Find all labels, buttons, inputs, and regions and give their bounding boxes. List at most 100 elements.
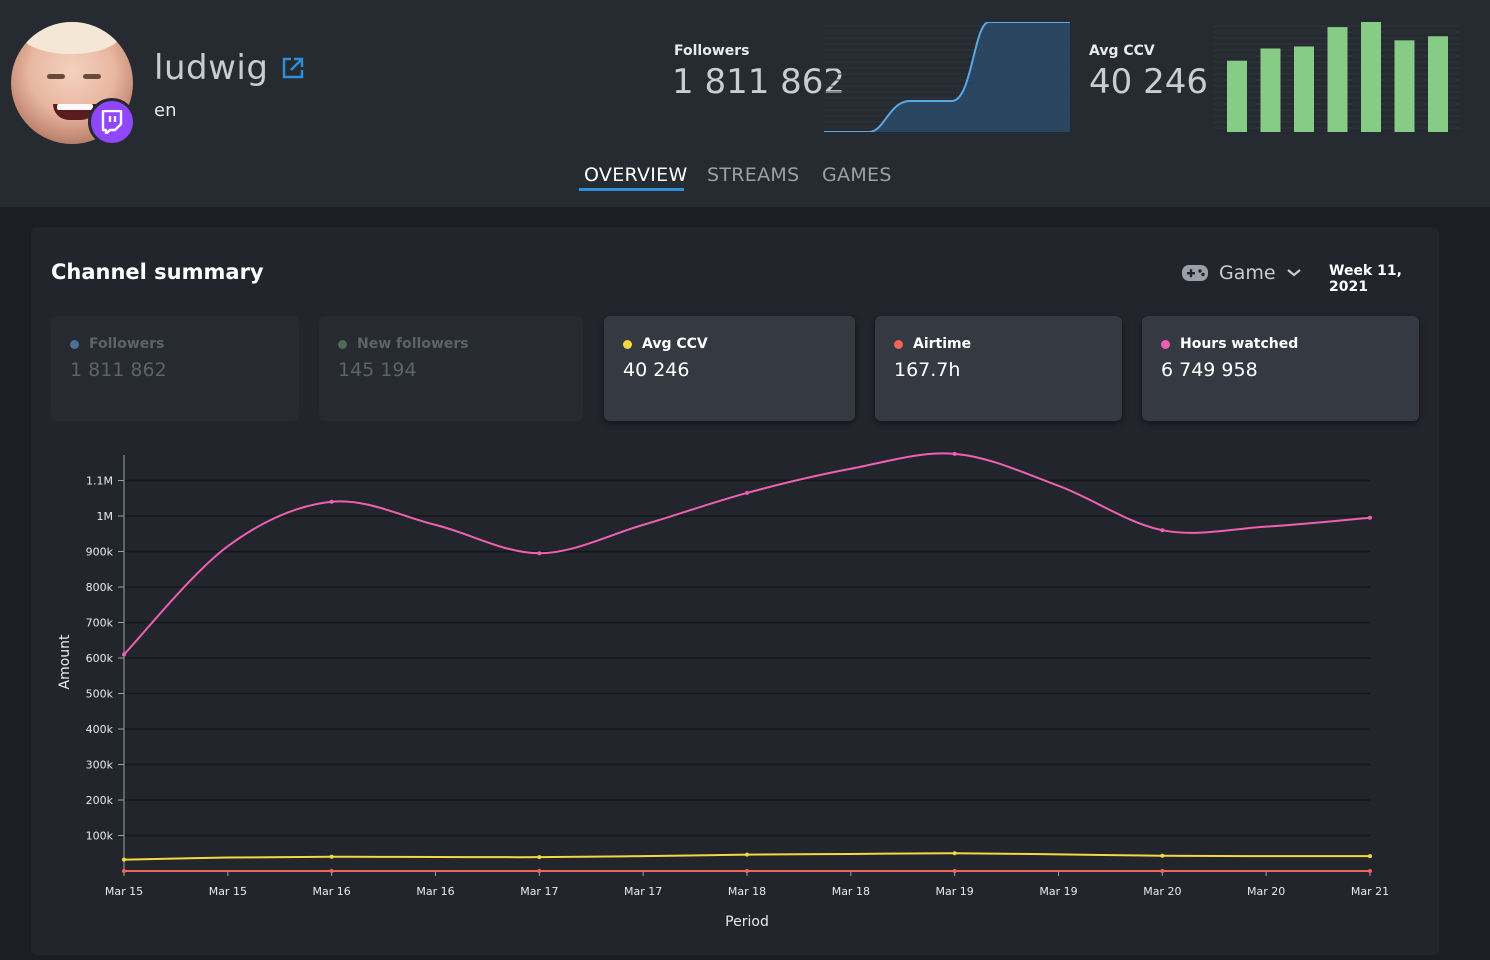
y-tick-label: 700k [86,617,114,630]
metric-card-hours-watched[interactable]: Hours watched 6 749 958 [1142,316,1419,421]
data-point[interactable] [537,855,542,860]
x-tick-label: Mar 20 [1143,885,1181,898]
data-point[interactable] [329,499,334,504]
twitch-icon [88,98,136,146]
data-point[interactable] [952,869,957,873]
x-tick-label: Mar 15 [105,885,143,898]
metric-value: 145 194 [338,359,417,381]
data-point[interactable] [745,490,749,495]
y-tick-label: 600k [86,652,114,665]
metric-label: Airtime [913,336,972,352]
y-tick-label: 1M [97,510,114,523]
x-tick-label: Mar 19 [936,885,974,898]
x-tick-label: Mar 16 [313,885,351,898]
x-tick-label: Mar 17 [520,885,558,898]
data-point[interactable] [1160,853,1165,858]
channel-language: en [154,100,177,121]
x-tick-label: Mar 15 [209,885,247,898]
x-tick-label: Mar 19 [1039,885,1077,898]
data-point[interactable] [952,451,957,456]
x-tick-label: Mar 18 [728,885,766,898]
data-point[interactable] [1160,869,1165,873]
x-tick-label: Mar 16 [416,885,454,898]
avg-ccv-bar [1260,48,1281,132]
x-tick-label: Mar 18 [832,885,870,898]
data-point[interactable] [1368,854,1372,859]
game-select[interactable]: Game [1181,259,1302,287]
avg-ccv-bar-sparkline [1214,22,1460,132]
data-point[interactable] [122,857,126,862]
metric-color-dot [894,340,903,349]
avg-ccv-bar [1327,27,1348,132]
metric-value: 167.7h [894,359,961,381]
y-tick-label: 800k [86,581,114,594]
followers-stat-label: Followers [674,43,750,59]
channel-name: ludwig [154,48,269,88]
metric-card-avg-ccv[interactable]: Avg CCV 40 246 [604,316,855,421]
game-select-label: Game [1219,262,1276,284]
y-tick-label: 100k [86,830,114,843]
data-point[interactable] [122,652,126,657]
channel-summary-panel: Channel summary Game Week 11, 2021 Follo… [31,227,1439,955]
data-point[interactable] [122,869,126,873]
external-link-icon[interactable] [281,56,305,80]
metric-color-dot [623,340,632,349]
tab-streams[interactable]: STREAMS [707,164,800,186]
y-axis-label: Amount [57,634,73,690]
data-point[interactable] [537,551,542,556]
avg-ccv-bar [1428,36,1448,132]
y-tick-label: 900k [86,546,114,559]
metric-value: 40 246 [623,359,690,381]
panel-title: Channel summary [51,260,264,284]
channel-header: ludwig en Followers 1 811 862 Avg CCV 40… [0,0,1490,207]
metric-value: 1 811 862 [70,359,167,381]
followers-sparkline [824,22,1070,132]
tab-games[interactable]: GAMES [822,164,892,186]
x-tick-label: Mar 20 [1247,885,1285,898]
data-point[interactable] [952,851,957,856]
avg-ccv-stat-label: Avg CCV [1089,43,1155,59]
metric-color-dot [338,340,347,349]
gamepad-icon [1182,265,1208,281]
y-tick-label: 200k [86,794,114,807]
data-point[interactable] [329,854,334,859]
metric-card-followers[interactable]: Followers 1 811 862 [51,316,299,421]
metric-card-new-followers[interactable]: New followers 145 194 [319,316,583,421]
data-point[interactable] [1160,528,1165,533]
data-point[interactable] [745,869,749,873]
metric-label: Hours watched [1180,336,1299,352]
avatar-teeth [57,104,93,110]
metric-color-dot [70,340,79,349]
metric-color-dot [1161,340,1170,349]
y-tick-label: 400k [86,723,114,736]
data-point[interactable] [1368,515,1372,520]
x-axis-label: Period [725,914,769,930]
avg-ccv-stat-value: 40 246 [1089,62,1208,102]
data-point[interactable] [1368,869,1372,873]
data-point[interactable] [329,869,334,873]
avatar-eye [47,74,65,79]
metric-label: Avg CCV [642,336,708,352]
y-tick-label: 500k [86,688,114,701]
avg-ccv-bar [1394,40,1415,132]
avatar-eye [83,74,101,79]
x-tick-label: Mar 21 [1351,885,1389,898]
data-point[interactable] [745,852,749,857]
tab-overview[interactable]: OVERVIEW [584,164,688,186]
followers-stat-value: 1 811 862 [672,62,846,102]
metric-label: Followers [89,336,165,352]
series-line-hours-watched[interactable] [123,452,1371,656]
y-tick-label: 1.1M [86,475,113,488]
period-label[interactable]: Week 11, 2021 [1329,263,1402,295]
avg-ccv-bar [1361,22,1381,132]
active-tab-indicator [579,188,684,191]
channel-tabs: OVERVIEW STREAMS GAMES [0,164,1490,204]
x-tick-label: Mar 17 [624,885,662,898]
y-tick-label: 300k [86,759,114,772]
metric-value: 6 749 958 [1161,359,1258,381]
avatar-hair [21,22,121,54]
avg-ccv-bar [1227,60,1247,132]
metric-card-airtime[interactable]: Airtime 167.7h [875,316,1122,421]
data-point[interactable] [537,869,542,873]
